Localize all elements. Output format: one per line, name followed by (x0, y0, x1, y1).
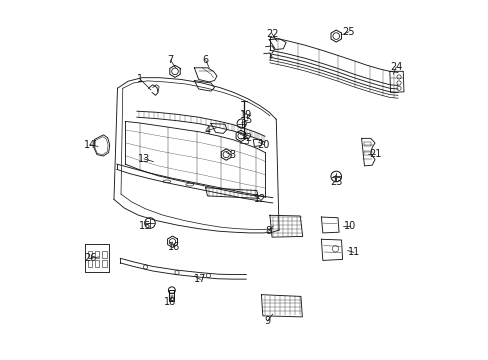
Bar (87, 260, 92, 267)
Text: 15: 15 (139, 221, 151, 231)
Text: 14: 14 (83, 140, 96, 150)
Bar (102, 251, 106, 258)
Bar (94, 260, 99, 267)
Text: 16: 16 (167, 242, 180, 252)
Text: 2: 2 (244, 133, 251, 143)
Text: 20: 20 (257, 140, 269, 150)
Text: 5: 5 (244, 115, 251, 125)
Bar (102, 260, 106, 267)
Text: 6: 6 (202, 55, 208, 65)
Text: 21: 21 (368, 149, 381, 158)
Text: 12: 12 (254, 194, 266, 204)
Text: 24: 24 (389, 62, 402, 72)
Text: 22: 22 (265, 28, 278, 39)
Bar (94, 251, 99, 258)
Text: 8: 8 (265, 226, 271, 236)
Text: 25: 25 (342, 27, 354, 37)
Text: 1: 1 (137, 75, 143, 85)
Text: 23: 23 (329, 177, 342, 187)
Text: 3: 3 (228, 150, 235, 160)
Text: 17: 17 (194, 274, 206, 284)
Text: 10: 10 (344, 221, 356, 231)
Bar (364, 142, 370, 146)
Text: 13: 13 (138, 154, 150, 164)
Text: 19: 19 (240, 110, 252, 120)
Text: 9: 9 (264, 316, 270, 326)
Text: 26: 26 (83, 253, 96, 263)
Text: 11: 11 (347, 247, 359, 257)
Text: 18: 18 (164, 297, 176, 307)
Text: 7: 7 (167, 55, 173, 65)
Text: 4: 4 (204, 126, 210, 136)
Bar (169, 290, 174, 301)
Bar (87, 251, 92, 258)
Bar (364, 151, 370, 154)
